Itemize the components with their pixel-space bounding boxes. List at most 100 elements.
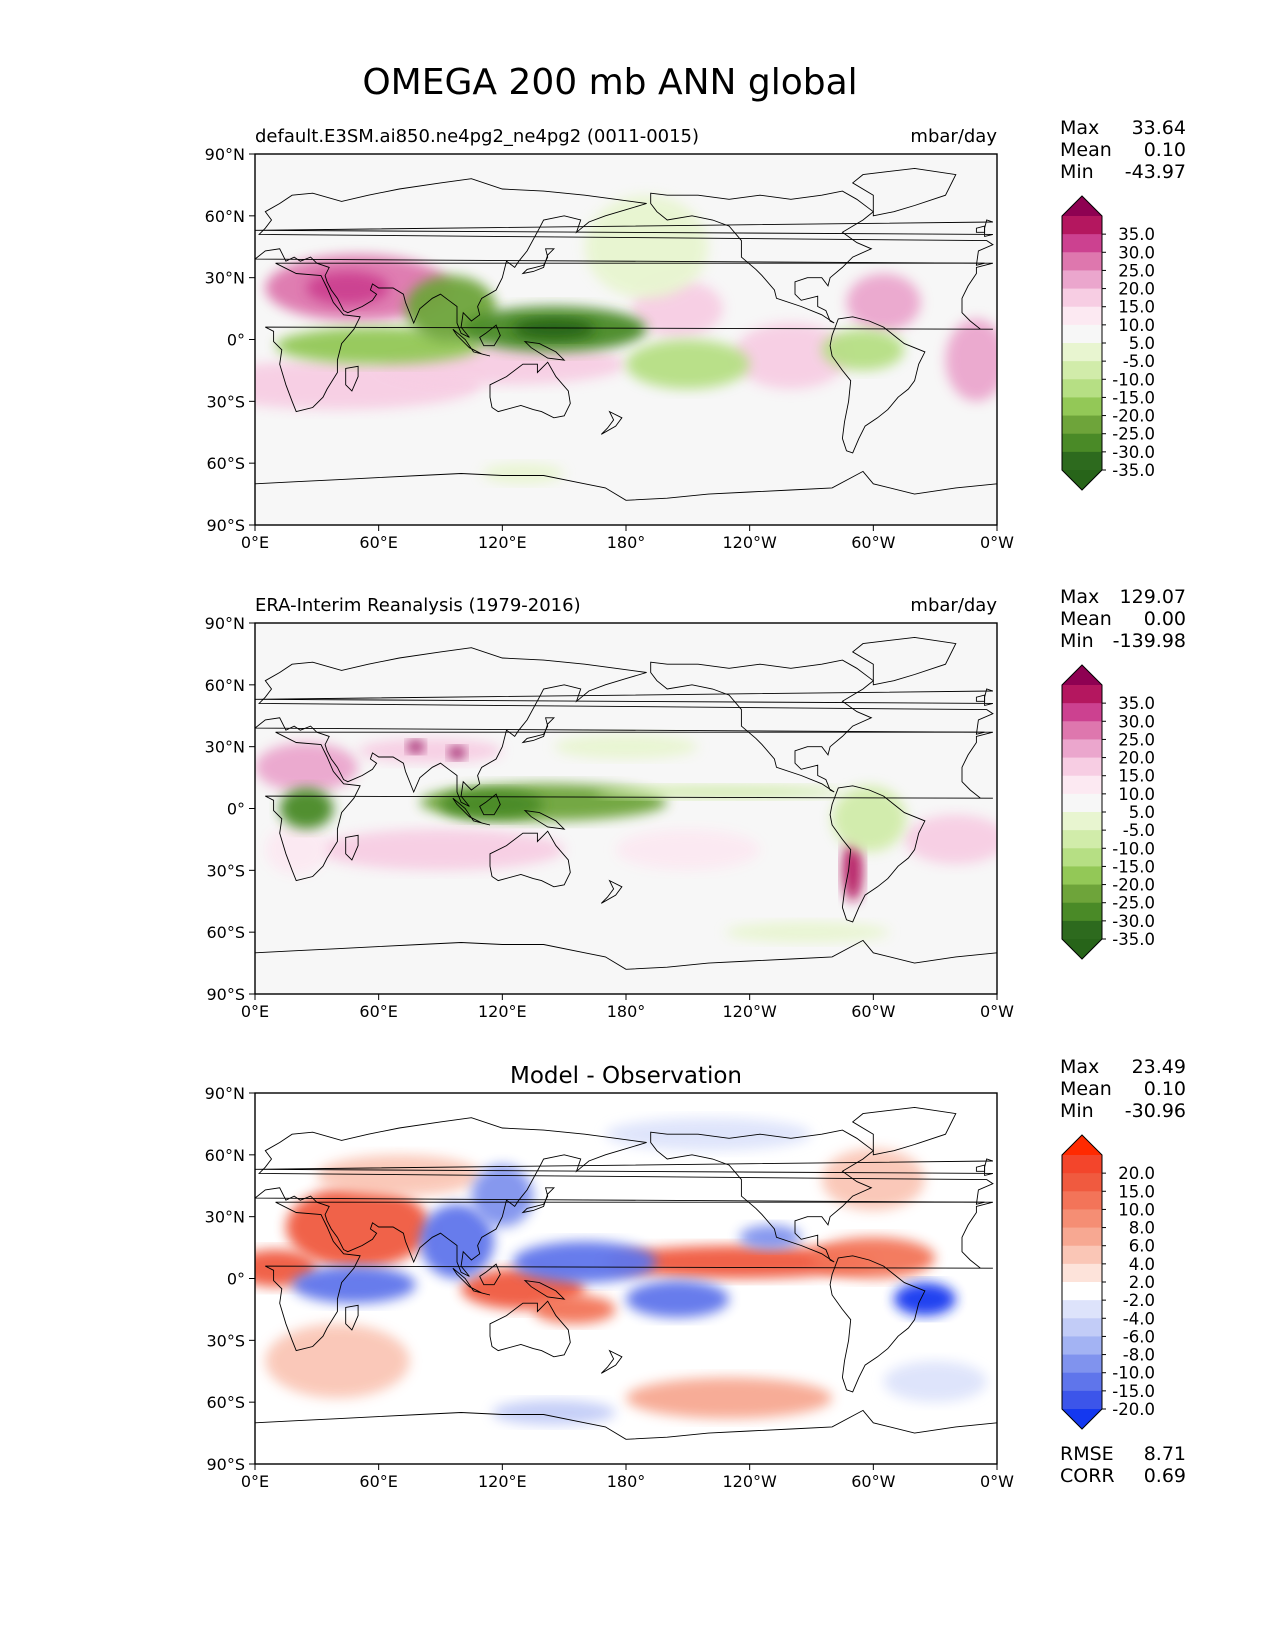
coastlines xyxy=(255,636,997,994)
x-tick-label: 180° xyxy=(607,1002,646,1021)
x-tick-label: 0°W xyxy=(980,1472,1014,1491)
colorbar-tick-label: -6.0 xyxy=(1123,1327,1155,1346)
x-tick-label: 180° xyxy=(607,1472,646,1491)
coast-australia xyxy=(489,830,571,888)
coast-borneo xyxy=(479,793,501,816)
colorbar-tick-label: -8.0 xyxy=(1123,1346,1155,1365)
colorbar-tick-label: 2.0 xyxy=(1129,1273,1155,1292)
y-tick-label: 0° xyxy=(227,800,245,819)
panel-title: ERA-Interim Reanalysis (1979-2016) xyxy=(255,595,581,616)
stat-label: Mean xyxy=(1060,139,1112,161)
panel-model: 0°E 60°E 120°E 180° 120°W 60°W 0°W 90°N 60°N 30°N… xyxy=(205,117,1186,552)
field-contour xyxy=(292,1266,416,1304)
colorbar-tick-label: 5.0 xyxy=(1129,803,1155,822)
stat-value: 129.07 xyxy=(1120,586,1186,608)
colorbar-segment xyxy=(1062,1372,1102,1392)
coast-south-america xyxy=(829,785,926,923)
colorbar-tick-label: 20.0 xyxy=(1118,1164,1155,1183)
colorbar-tick-label: 10.0 xyxy=(1118,316,1155,335)
y-tick-label: 30°N xyxy=(205,269,245,288)
colorbar-extend-top xyxy=(1062,196,1102,216)
colorbar-segment xyxy=(1062,884,1102,904)
y-tick-label: 90°S xyxy=(206,516,245,535)
x-tick-label: 120°E xyxy=(478,1472,527,1491)
colorbar-segment xyxy=(1062,793,1102,813)
field-contour xyxy=(605,1245,874,1279)
y-tick-label: 60°S xyxy=(206,923,245,942)
stat-label: Min xyxy=(1060,161,1094,183)
colorbar-segment xyxy=(1062,739,1102,759)
colorbar-segment xyxy=(1062,848,1102,867)
colorbar-segment xyxy=(1062,1173,1102,1192)
colorbar-extend-top xyxy=(1062,1135,1102,1155)
panel-title: Model - Observation xyxy=(510,1063,742,1089)
colorbar-segment xyxy=(1062,1300,1102,1319)
coast-africa xyxy=(265,262,994,413)
field-layer xyxy=(255,1117,987,1425)
field-contour xyxy=(255,742,359,793)
stat-value: 33.64 xyxy=(1132,117,1186,139)
coast-madagascar xyxy=(345,365,359,392)
field-contour xyxy=(492,1400,616,1425)
metric-label: RMSE xyxy=(1060,1443,1114,1465)
x-tick-label: 60°E xyxy=(359,1002,397,1021)
colorbar-segment xyxy=(1062,252,1102,271)
colorbar-extend-bottom xyxy=(1062,470,1102,490)
figure-title: OMEGA 200 mb ANN global xyxy=(362,62,857,103)
coast-indonesia xyxy=(452,1267,491,1296)
colorbar-tick-label: 5.0 xyxy=(1129,334,1155,353)
x-tick-label: 120°W xyxy=(722,1472,777,1491)
coast-greenland xyxy=(851,636,957,686)
field-contour xyxy=(512,1241,657,1283)
colorbar: 35.030.025.020.015.010.05.0-5.0-10.0-15.… xyxy=(1061,664,1155,960)
colorbar-extend-bottom xyxy=(1062,939,1102,959)
coast-antarctica xyxy=(255,470,997,525)
colorbar-segment xyxy=(1062,830,1102,849)
colorbar-segment xyxy=(1062,361,1102,380)
colorbar-tick-label: -25.0 xyxy=(1112,894,1155,913)
coast-new-guinea xyxy=(523,1279,566,1300)
colorbar-segment xyxy=(1062,1191,1102,1210)
coast-eurasia xyxy=(255,1117,994,1277)
colorbar-segment xyxy=(1062,757,1102,777)
field-contour xyxy=(448,746,466,760)
colorbar-tick-label: -15.0 xyxy=(1112,857,1155,876)
colorbar-segment xyxy=(1062,685,1102,704)
coast-uk-ireland xyxy=(975,1164,986,1172)
y-tick-label: 30°S xyxy=(206,861,245,880)
colorbar-tick-label: -30.0 xyxy=(1112,443,1155,462)
colorbar-segment xyxy=(1062,1227,1102,1247)
colorbar-extend-top xyxy=(1062,665,1102,685)
metric-label: CORR xyxy=(1060,1465,1115,1487)
colorbar-tick-label: 15.0 xyxy=(1118,767,1155,786)
metric-value: 0.69 xyxy=(1144,1465,1186,1487)
colorbar-tick-label: 20.0 xyxy=(1118,749,1155,768)
colorbar-segment xyxy=(1062,920,1102,940)
field-contour xyxy=(626,339,750,389)
coast-south-america xyxy=(829,1255,926,1393)
colorbar-tick-label: 6.0 xyxy=(1129,1237,1155,1256)
colorbar-segment xyxy=(1062,1155,1102,1174)
colorbar-tick-label: 20.0 xyxy=(1118,280,1155,299)
field-contour xyxy=(481,463,565,484)
field-contour xyxy=(832,785,907,852)
y-tick-label: 30°N xyxy=(205,738,245,757)
field-contour xyxy=(846,273,921,332)
colorbar-tick-label: -30.0 xyxy=(1112,912,1155,931)
x-tick-label: 120°E xyxy=(478,533,527,552)
coast-greenland xyxy=(851,167,957,217)
colorbar-tick-label: 25.0 xyxy=(1118,730,1155,749)
field-contour xyxy=(316,829,565,871)
field-contour xyxy=(615,829,760,871)
colorbar-tick-label: -4.0 xyxy=(1123,1309,1155,1328)
x-tick-label: 60°W xyxy=(851,1472,895,1491)
field-contour xyxy=(512,318,596,340)
stat-value: 23.49 xyxy=(1132,1056,1186,1078)
x-tick-label: 180° xyxy=(607,533,646,552)
y-tick-label: 90°N xyxy=(205,1084,245,1103)
coast-japan xyxy=(521,248,555,275)
y-tick-label: 0° xyxy=(227,1270,245,1289)
colorbar-segment xyxy=(1062,866,1102,886)
coast-borneo xyxy=(479,1263,501,1286)
coast-greenland xyxy=(851,1106,957,1156)
